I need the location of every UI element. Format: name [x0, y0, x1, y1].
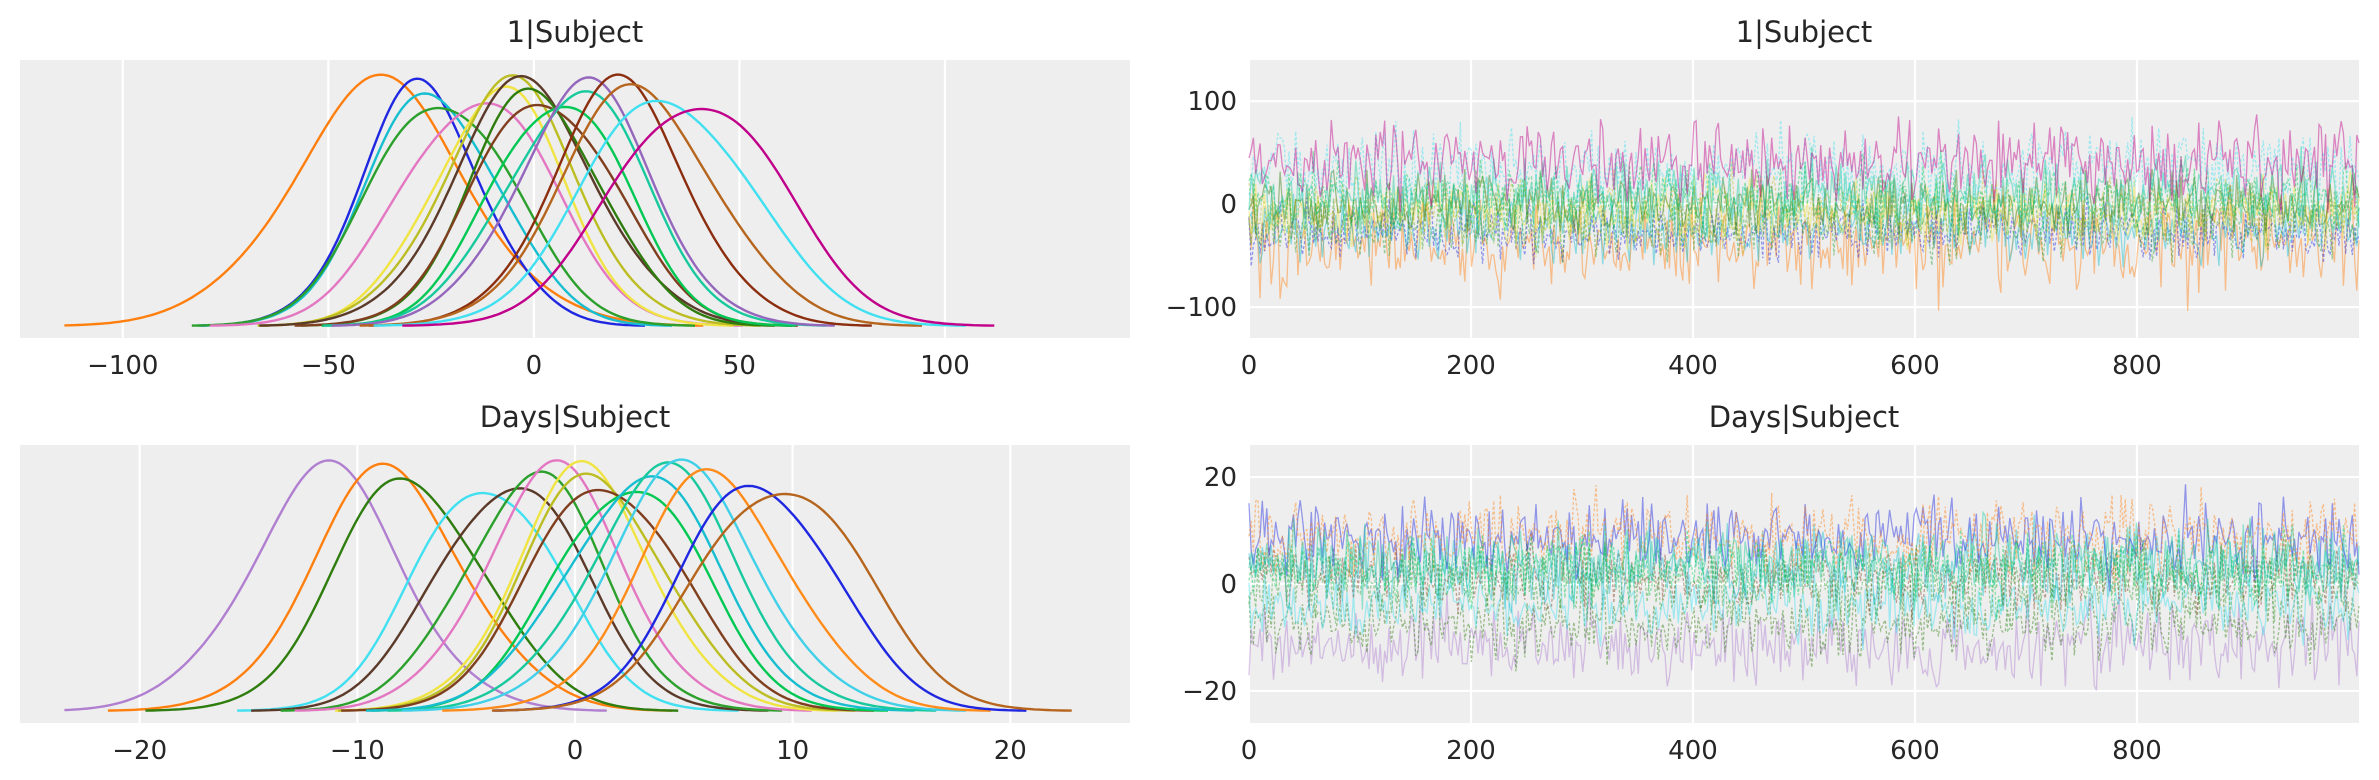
- y-tick-label: 0: [1220, 570, 1237, 600]
- trace-line: [1248, 573, 2360, 672]
- trace-line: [1248, 170, 2360, 253]
- x-tick-label: 0: [1241, 736, 1258, 766]
- x-tick-label: 400: [1668, 351, 1718, 381]
- density-curves: [64, 458, 1072, 712]
- x-tick-labels: −100 −50 0 50 100: [87, 351, 970, 381]
- x-tick-label: 0: [526, 351, 543, 381]
- trace-line: [1248, 560, 2360, 651]
- density-curve: [323, 90, 827, 327]
- density-curve: [64, 459, 607, 712]
- density-curve: [493, 484, 1027, 712]
- density-curve: [294, 459, 812, 712]
- density-curve: [387, 461, 937, 712]
- density-curve: [251, 487, 769, 712]
- density-curve: [341, 488, 875, 712]
- density-curve: [366, 475, 915, 712]
- y-tick-label: 20: [1204, 463, 1237, 493]
- x-tick-label: 800: [2112, 351, 2162, 381]
- trace-line: [1248, 114, 2360, 213]
- trace-line: [1248, 116, 2360, 219]
- trace-line: [1248, 165, 2360, 238]
- density-curve: [359, 83, 923, 327]
- trace-line: [1248, 541, 2360, 633]
- gridlines: [1247, 445, 2359, 723]
- trace-line: [1248, 525, 2360, 620]
- panel-slope-density: −20 −10 0 10 20 Days|Subject: [20, 400, 1130, 766]
- x-tick-label: −20: [112, 736, 167, 766]
- y-tick-label: 100: [1187, 87, 1237, 117]
- y-tick-label: 0: [1220, 190, 1237, 220]
- panel-title: 1|Subject: [507, 15, 644, 49]
- panel-intercept-density: −100 −50 0 50 100 1|Subject: [20, 15, 1130, 381]
- density-curve: [373, 99, 966, 327]
- gridlines: [1247, 60, 2359, 338]
- trace-lines: [1248, 484, 2360, 691]
- density-curve: [237, 491, 739, 712]
- density-curve: [338, 472, 856, 712]
- panel-title: Days|Subject: [480, 400, 671, 434]
- trace-line: [1248, 182, 2360, 266]
- trace-line: [1248, 514, 2360, 614]
- density-curve: [107, 462, 673, 712]
- x-tick-label: 400: [1668, 736, 1718, 766]
- x-tick-label: 200: [1446, 351, 1496, 381]
- trace-line: [1248, 179, 2360, 268]
- plot-area: [1249, 60, 2359, 338]
- x-tick-label: 200: [1446, 736, 1496, 766]
- x-tick-label: 0: [567, 736, 584, 766]
- density-curve: [257, 74, 761, 327]
- density-curve: [331, 76, 835, 327]
- trace-line: [1248, 177, 2360, 312]
- trace-line: [1248, 485, 2360, 593]
- density-curve: [191, 106, 696, 327]
- trace-line: [1248, 161, 2360, 258]
- x-tick-label: 10: [776, 736, 809, 766]
- x-tick-label: 0: [1241, 351, 1258, 381]
- density-curve: [491, 492, 1072, 712]
- x-tick-label: 600: [1890, 736, 1940, 766]
- trace-line: [1248, 592, 2360, 691]
- panel-title: Days|Subject: [1709, 400, 1900, 434]
- x-tick-label: −100: [87, 351, 158, 381]
- density-curve: [280, 470, 783, 712]
- density-curve: [442, 468, 991, 712]
- density-curve: [335, 459, 837, 712]
- density-curve: [259, 74, 793, 327]
- x-tick-label: 20: [994, 736, 1027, 766]
- x-tick-labels: −20 −10 0 10 20: [112, 736, 1027, 766]
- x-tick-label: −50: [301, 351, 356, 381]
- density-curve: [402, 107, 995, 327]
- trace-line: [1248, 193, 2360, 267]
- x-tick-label: 100: [920, 351, 970, 381]
- panel-title: 1|Subject: [1736, 15, 1873, 49]
- x-tick-label: 50: [723, 351, 756, 381]
- density-curve: [401, 458, 966, 712]
- x-tick-label: 800: [2112, 736, 2162, 766]
- plot-area: [20, 60, 1130, 338]
- trace-line: [1248, 510, 2360, 612]
- density-curves: [64, 73, 995, 327]
- trace-lines: [1248, 114, 2360, 312]
- trace-line: [1248, 146, 2360, 241]
- y-tick-label: −20: [1182, 677, 1237, 707]
- trace-line: [1248, 149, 2360, 244]
- x-tick-label: 600: [1890, 351, 1940, 381]
- y-tick-label: −100: [1166, 293, 1237, 323]
- gridlines: [138, 445, 1012, 723]
- x-tick-label: −10: [330, 736, 385, 766]
- trace-line: [1248, 484, 2360, 592]
